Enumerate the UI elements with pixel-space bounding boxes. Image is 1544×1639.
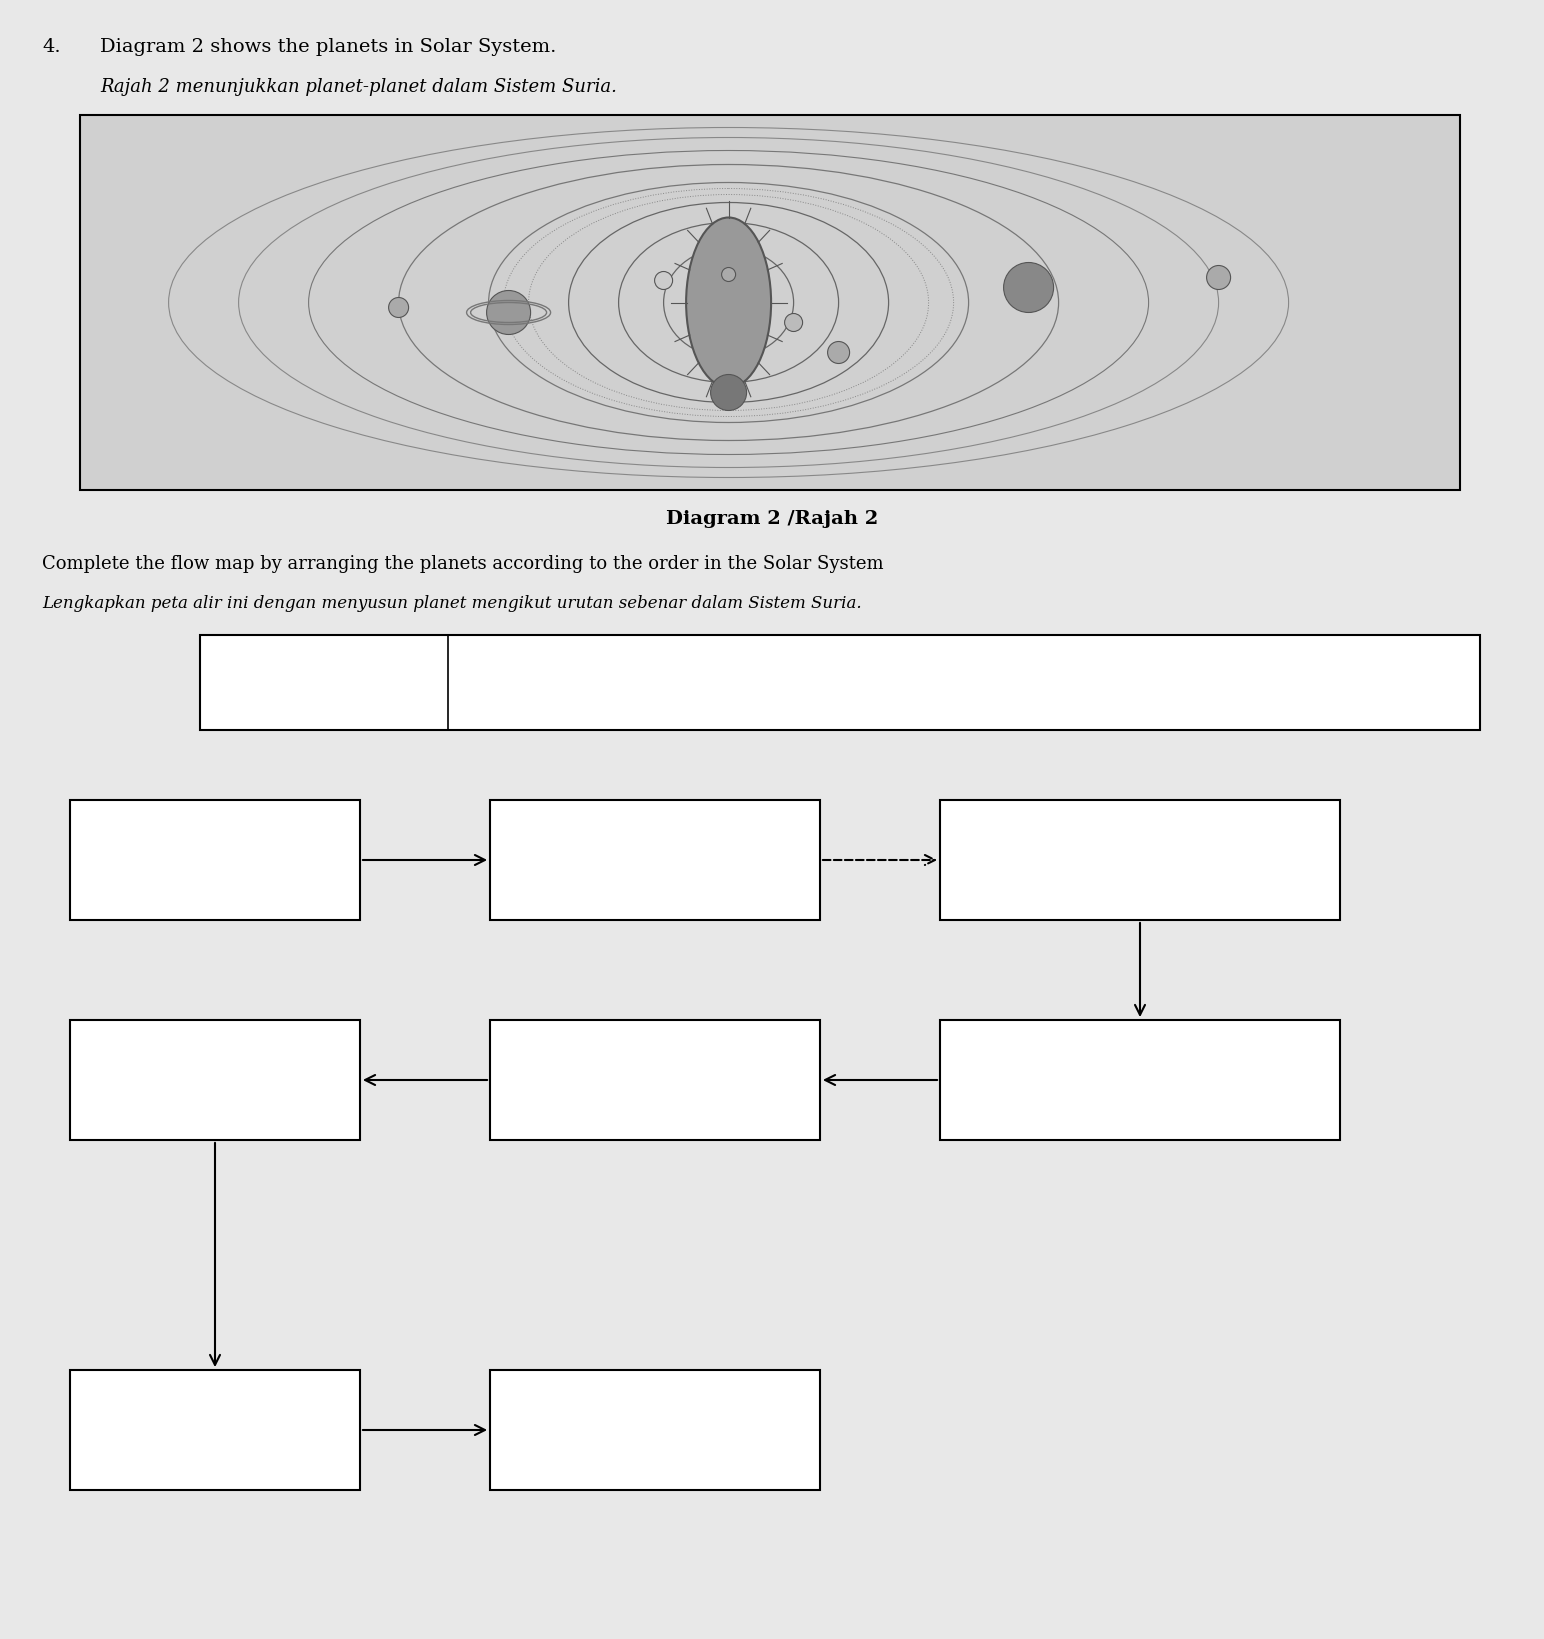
Text: Utarid: Utarid [185, 875, 244, 893]
Text: Saturn: Saturn [760, 647, 828, 665]
Ellipse shape [389, 298, 409, 318]
Ellipse shape [686, 218, 770, 387]
Ellipse shape [710, 374, 747, 410]
Ellipse shape [721, 267, 735, 282]
Text: Zuhrah: Zuhrah [1090, 685, 1156, 703]
Text: Uranus: Uranus [489, 647, 562, 665]
Text: Diagram 2 shows the planets in Solar System.: Diagram 2 shows the planets in Solar Sys… [100, 38, 556, 56]
Text: (d): (d) [201, 1421, 229, 1439]
Text: Uranus: Uranus [489, 685, 557, 703]
Ellipse shape [655, 272, 673, 290]
Text: Musytari: Musytari [611, 1049, 699, 1067]
Bar [489, 1019, 820, 1141]
Text: (b): (b) [1126, 1070, 1153, 1088]
Text: Lengkapkan peta alir ini dengan menyusun planet mengikut urutan sebenar dalam Si: Lengkapkan peta alir ini dengan menyusun… [42, 595, 862, 611]
Text: Diagram 2 /Rajah 2: Diagram 2 /Rajah 2 [665, 510, 879, 528]
Ellipse shape [784, 313, 803, 331]
Text: Neptun: Neptun [621, 1446, 689, 1464]
Text: 4.: 4. [42, 38, 60, 56]
Ellipse shape [828, 341, 849, 364]
Text: Marikh: Marikh [179, 829, 250, 847]
Text: (a): (a) [642, 851, 669, 869]
Text: Complete the flow map by arranging the planets according to the order in the Sol: Complete the flow map by arranging the p… [42, 556, 883, 574]
Text: Jupiter: Jupiter [624, 1095, 687, 1113]
Bar [940, 1019, 1340, 1141]
Text: Venus: Venus [1090, 647, 1149, 665]
Text: Mars: Mars [230, 647, 281, 665]
Bar [69, 1019, 360, 1141]
Text: Marikh: Marikh [230, 685, 296, 703]
Bar [201, 634, 1481, 729]
Text: Rajah 2 menunjukkan planet-planet dalam Sistem Suria.: Rajah 2 menunjukkan planet-planet dalam … [100, 79, 618, 97]
Text: Bumi: Bumi [1116, 875, 1164, 893]
Bar [69, 800, 360, 919]
Text: Neptune: Neptune [611, 1400, 698, 1418]
Text: Zuhal: Zuhal [760, 685, 812, 703]
Ellipse shape [486, 290, 531, 334]
Bar [940, 800, 1340, 919]
Bar [69, 1370, 360, 1490]
Bar [80, 115, 1461, 490]
Bar [489, 800, 820, 919]
Bar [489, 1370, 820, 1490]
Ellipse shape [1004, 262, 1053, 313]
Ellipse shape [1206, 266, 1231, 290]
Text: Earth: Earth [1112, 829, 1167, 847]
Text: (c): (c) [202, 1070, 229, 1088]
